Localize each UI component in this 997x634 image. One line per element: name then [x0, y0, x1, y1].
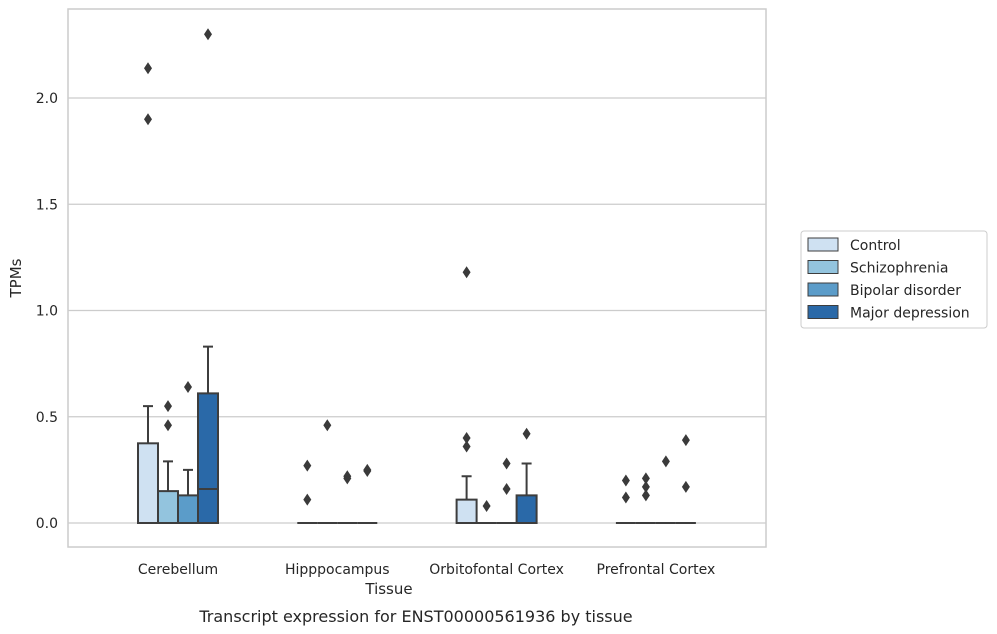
- box-2-0: [455, 266, 478, 524]
- box-3-2: [655, 455, 676, 524]
- box-1-3: [357, 463, 378, 524]
- outlier-point: [522, 427, 531, 440]
- chart-caption: Transcript expression for ENST0000056193…: [198, 607, 632, 626]
- outlier-point: [641, 489, 650, 502]
- box-3-3: [675, 434, 696, 524]
- box-body: [137, 442, 159, 524]
- legend-swatch: [807, 282, 839, 297]
- legend: Control Schizophrenia Bipolar disorder Majo…: [800, 230, 988, 329]
- outlier-point: [502, 483, 511, 495]
- outlier-point: [144, 62, 152, 75]
- outlier-point: [343, 470, 352, 483]
- box-1-2: [337, 470, 358, 524]
- legend-label: Control: [850, 238, 901, 254]
- outlier-point: [462, 432, 471, 444]
- outlier-point: [641, 480, 650, 493]
- outlier-point: [303, 493, 312, 506]
- outlier-point: [621, 474, 630, 487]
- box-body: [177, 494, 199, 524]
- outlier-point: [144, 113, 152, 126]
- box-3-0: [615, 474, 636, 524]
- box-1-1: [317, 419, 338, 524]
- legend-label: Bipolar disorder: [850, 283, 961, 299]
- x-tick-label: Cerebellum: [138, 562, 218, 578]
- legend-label: Schizophrenia: [850, 261, 948, 277]
- y-tick-label: 1.0: [36, 304, 58, 320]
- outlier-point: [303, 459, 312, 472]
- box-body: [197, 392, 219, 524]
- x-axis-label: Tissue: [364, 580, 412, 598]
- outlier-point: [323, 419, 332, 432]
- y-tick-label: 0.0: [36, 516, 58, 532]
- box-3-1: [635, 472, 656, 524]
- boxes: [137, 28, 696, 524]
- legend-label: Major depression: [850, 306, 970, 322]
- outlier-point: [681, 434, 690, 447]
- x-tick-label: Hipppocampus: [285, 562, 390, 578]
- box-0-2: [177, 381, 199, 524]
- box-0-0: [137, 62, 159, 524]
- y-axis-label: TPMs: [7, 258, 25, 298]
- outlier-point: [462, 440, 471, 453]
- legend-frame: [800, 230, 988, 329]
- y-tick-label: 2.0: [36, 91, 58, 107]
- outlier-point: [462, 266, 471, 279]
- y-tick-label: 0.5: [36, 410, 58, 426]
- legend-swatch: [807, 260, 839, 274]
- box-body: [455, 498, 478, 524]
- outlier-point: [681, 480, 690, 493]
- plot-frame: [67, 8, 767, 548]
- outlier-point: [164, 400, 172, 413]
- outlier-point: [621, 491, 630, 504]
- box-2-3: [515, 427, 538, 524]
- box-body: [157, 490, 179, 524]
- gridlines: [68, 97, 766, 524]
- x-axis-ticks: Cerebellum Hipppocampus Orbitofontal Corte…: [138, 562, 715, 578]
- outlier-point: [363, 463, 372, 476]
- outlier-point: [482, 500, 491, 512]
- x-tick-label: Prefrontal Cortex: [597, 562, 716, 578]
- outlier-point: [204, 28, 212, 41]
- y-tick-label: 1.5: [36, 197, 58, 213]
- legend-swatch: [807, 305, 839, 319]
- outlier-point: [502, 457, 511, 470]
- y-axis-ticks: 0.0 0.5 1.0 1.5 2.0: [36, 91, 58, 532]
- box-0-1: [157, 400, 179, 524]
- legend-swatch: [807, 237, 839, 252]
- box-body: [515, 494, 538, 524]
- box-2-1: [476, 500, 497, 524]
- outlier-point: [641, 472, 650, 485]
- outlier-point: [184, 381, 192, 393]
- outlier-point: [164, 419, 172, 432]
- box-1-0: [297, 459, 318, 524]
- box-0-3: [197, 28, 219, 524]
- x-tick-label: Orbitofontal Cortex: [429, 562, 564, 578]
- box-2-2: [496, 457, 517, 524]
- outlier-point: [661, 455, 670, 468]
